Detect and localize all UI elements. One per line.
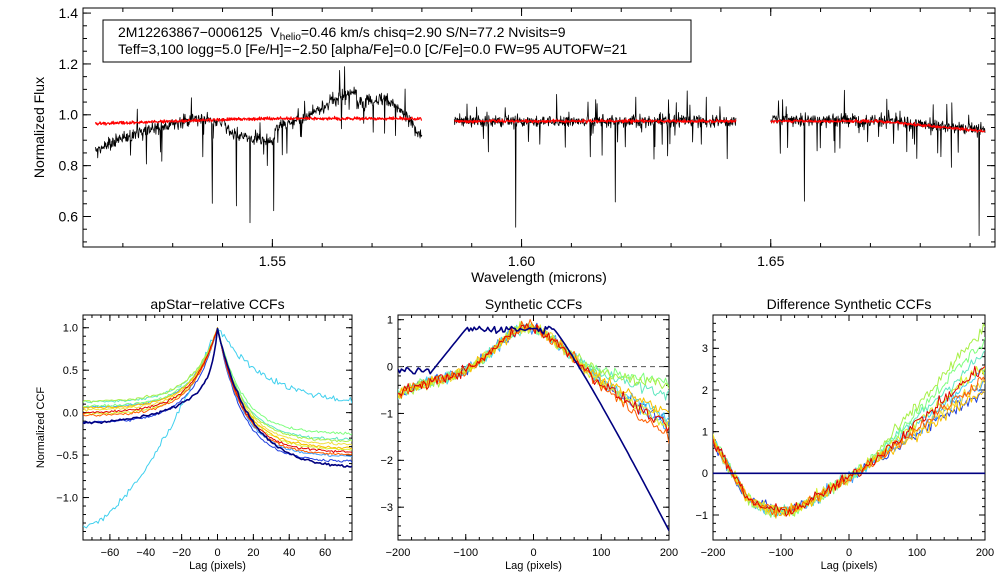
ccf3-ytick-label: 2 bbox=[702, 385, 708, 397]
ccf2-xtick-label: 100 bbox=[592, 547, 610, 559]
ccf2-ytick-label: −1 bbox=[380, 408, 393, 420]
spectrum-xlabel: Wavelength (microns) bbox=[471, 269, 607, 285]
spectrum-ylabel: Normalized Flux bbox=[31, 77, 47, 178]
ccf2-ytick-label: 1 bbox=[387, 315, 393, 327]
spectrum-observed-line bbox=[95, 66, 423, 224]
annotation-box bbox=[102, 19, 692, 63]
annotation-vhelio: V bbox=[270, 24, 280, 40]
ccf2-visit-line bbox=[398, 322, 669, 424]
ccf3-title: Difference Synthetic CCFs bbox=[767, 296, 932, 312]
spectrum-ytick-label: 1.2 bbox=[59, 56, 79, 72]
ccf2-visit-line bbox=[398, 323, 669, 432]
ccf2-xtick-label: −200 bbox=[386, 547, 411, 559]
ccf1-axes: −60 −40 −20 0 20 40 60 −1.0 −0.5 0.0 0.5 1.0 Lag (pi… bbox=[35, 296, 353, 572]
ccf3-xlabel: Lag (pixels) bbox=[821, 560, 878, 572]
ccf1-ytick-label: −0.5 bbox=[56, 450, 78, 462]
ccf2-frame bbox=[397, 314, 670, 541]
ccf1-xtick-label: −60 bbox=[101, 547, 120, 559]
ccf3-visit-line bbox=[713, 365, 985, 517]
ccf1-series bbox=[83, 326, 352, 529]
ccf1-visit-line bbox=[83, 327, 352, 454]
ccf2-ytick-label: −2 bbox=[380, 455, 393, 467]
ccf2-visit-line bbox=[398, 323, 669, 423]
annotation-star-id: 2M12263867−0006125 bbox=[118, 24, 263, 40]
ccf2-xtick-label: 0 bbox=[530, 547, 536, 559]
ccf1-frame bbox=[82, 314, 353, 541]
ccf3-axes: −200 −100 0 100 200 −1 0 1 2 3 Lag (pixels) Differe… bbox=[695, 296, 994, 572]
ccf1-xtick-label: 0 bbox=[214, 547, 220, 559]
annotation-vhelio-sub: helio bbox=[280, 32, 302, 43]
spectrum-xtick-label: 1.65 bbox=[757, 253, 784, 269]
ccf1-ylabel: Normalized CCF bbox=[35, 387, 47, 469]
ccf2-series bbox=[398, 319, 669, 531]
ccf3-ytick-label: 0 bbox=[702, 468, 708, 480]
ccf2-xlabel: Lag (pixels) bbox=[505, 560, 562, 572]
ccf2-xtick-label: −100 bbox=[453, 547, 478, 559]
ccf2-title: Synthetic CCFs bbox=[485, 296, 582, 312]
ccf3-visit-line bbox=[713, 376, 985, 518]
ccf1-visit-line bbox=[83, 327, 352, 529]
ccf2-ytick-label: 0 bbox=[387, 361, 393, 373]
spectrum-fit-line bbox=[94, 115, 422, 126]
ccf1-ytick-label: 0.5 bbox=[63, 365, 78, 377]
ccf3-visit-line bbox=[713, 365, 985, 519]
ccf1-visit-line bbox=[83, 328, 352, 443]
ccf2-visit-line bbox=[398, 319, 669, 444]
spectrum-xtick-label: 1.60 bbox=[508, 253, 535, 269]
ccf3-visit-line bbox=[713, 323, 985, 518]
spectrum-ytick-label: 1.4 bbox=[59, 5, 79, 21]
spectrum-xtick-label: 1.55 bbox=[259, 253, 286, 269]
ccf3-xtick-label: 100 bbox=[908, 547, 926, 559]
spectrum-ytick-label: 0.6 bbox=[59, 208, 79, 224]
ccf3-visit-line bbox=[713, 390, 985, 516]
annotation-stats: =0.46 km/s chisq=2.90 S/N=77.2 Nvisits=9 bbox=[301, 24, 566, 40]
ccf3-visit-line bbox=[713, 349, 985, 516]
spectrum-observed-line bbox=[770, 89, 986, 236]
ccf2-visit-line bbox=[398, 321, 669, 397]
ccf1-xtick-label: −40 bbox=[136, 547, 155, 559]
ccf1-visit-line bbox=[83, 328, 352, 456]
spectrum-fit-line bbox=[454, 118, 737, 124]
ccf3-xtick-label: −100 bbox=[769, 547, 794, 559]
ccf1-xtick-label: 60 bbox=[319, 547, 331, 559]
spectrum-ytick-label: 0.8 bbox=[59, 158, 79, 174]
ccf3-visit-line bbox=[713, 336, 985, 518]
spectrum-axes: 1.55 1.60 1.65 0.6 0.8 1.0 1.2 1.4 Wavelength (m… bbox=[31, 5, 996, 285]
ccf1-visit-line bbox=[83, 327, 352, 450]
ccf2-axes: −200 −100 0 100 200 −3 −2 −1 0 1 Lag (pixels) Synth… bbox=[380, 296, 678, 572]
ccf1-visit-line bbox=[83, 326, 352, 446]
ccf3-series bbox=[713, 323, 985, 519]
ccf1-ytick-label: −1.0 bbox=[56, 492, 78, 504]
ccf1-xlabel: Lag (pixels) bbox=[189, 560, 246, 572]
ccf2-xtick-label: 200 bbox=[660, 547, 678, 559]
ccf2-visit-line bbox=[398, 325, 669, 531]
ccf3-xtick-label: 200 bbox=[976, 547, 994, 559]
ccf2-ytick-label: −3 bbox=[380, 502, 393, 514]
ccf1-xtick-label: 20 bbox=[247, 547, 259, 559]
spectrum-fit-line bbox=[770, 119, 986, 133]
ccf3-xtick-label: −200 bbox=[701, 547, 726, 559]
ccf1-ytick-label: 0.0 bbox=[63, 407, 78, 419]
ccf1-title: apStar−relative CCFs bbox=[150, 296, 284, 312]
spectrum-annotation: 2M12263867−0006125 Vhelio=0.46 km/s chisq… bbox=[102, 19, 692, 63]
ccf3-ytick-label: −1 bbox=[695, 510, 708, 522]
ccf1-visit-line bbox=[83, 327, 352, 441]
spectrum-series bbox=[94, 66, 986, 236]
ccf1-xtick-label: −20 bbox=[172, 547, 191, 559]
annotation-line2: Teff=3,100 logg=5.0 [Fe/H]=−2.50 [alpha/… bbox=[118, 41, 627, 57]
ccf1-visit-line bbox=[83, 327, 352, 468]
ccf1-xtick-label: 40 bbox=[283, 547, 295, 559]
spectrum-observed-line bbox=[453, 90, 737, 228]
ccf1-ytick-label: 1.0 bbox=[63, 323, 78, 335]
ccf3-ytick-label: 3 bbox=[702, 343, 708, 355]
annotation-line1: 2M12263867−0006125 Vhelio=0.46 km/s chisq… bbox=[118, 24, 566, 43]
ccf3-xtick-label: 0 bbox=[846, 547, 852, 559]
ccf3-ytick-label: 1 bbox=[702, 427, 708, 439]
spectrum-ytick-label: 1.0 bbox=[59, 107, 79, 123]
